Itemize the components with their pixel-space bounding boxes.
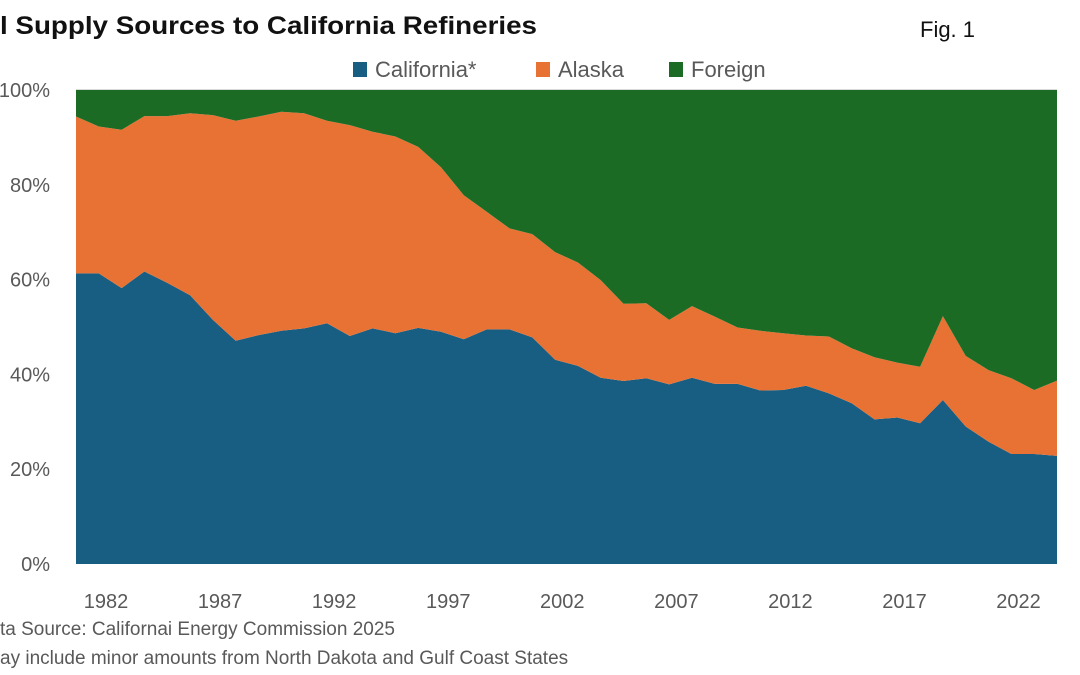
chart-title: l Supply Sources to California Refinerie… [0, 12, 537, 40]
legend-swatch-california [353, 62, 367, 77]
plot-area [76, 89, 1057, 564]
figure-label: Fig. 1 [920, 17, 975, 42]
x-tick-label: 1982 [84, 591, 129, 613]
legend-label-alaska: Alaska [558, 57, 625, 82]
x-tick-label: 1992 [312, 591, 357, 613]
y-tick-label: 20% [10, 459, 50, 481]
data-source-note: ta Source: Californai Energy Commission … [0, 619, 395, 640]
y-tick-label: 100% [0, 80, 50, 102]
area-alaska [76, 111, 1057, 456]
legend: California* Alaska Foreign [353, 57, 766, 82]
x-tick-label: 2017 [882, 591, 927, 613]
legend-label-california: California* [375, 57, 477, 82]
legend-swatch-foreign [669, 62, 683, 77]
y-axis: 0% 20% 40% 60% 80% 100% [0, 80, 50, 576]
y-tick-label: 60% [10, 270, 50, 292]
y-tick-label: 40% [10, 364, 50, 386]
legend-label-foreign: Foreign [691, 57, 766, 82]
legend-swatch-alaska [536, 62, 550, 77]
x-axis: 1982 1987 1992 1997 2002 2007 2012 2017 2022 [84, 591, 1041, 613]
x-tick-label: 2002 [540, 591, 585, 613]
y-tick-label: 0% [21, 554, 50, 576]
x-tick-label: 2007 [654, 591, 699, 613]
area-foreign [76, 90, 1057, 390]
x-tick-label: 2022 [996, 591, 1041, 613]
area-california [76, 271, 1057, 564]
x-tick-label: 1987 [198, 591, 243, 613]
x-tick-label: 1997 [426, 591, 471, 613]
x-tick-label: 2012 [768, 591, 813, 613]
footnote: ay include minor amounts from North Dako… [0, 648, 568, 669]
y-tick-label: 80% [10, 175, 50, 197]
